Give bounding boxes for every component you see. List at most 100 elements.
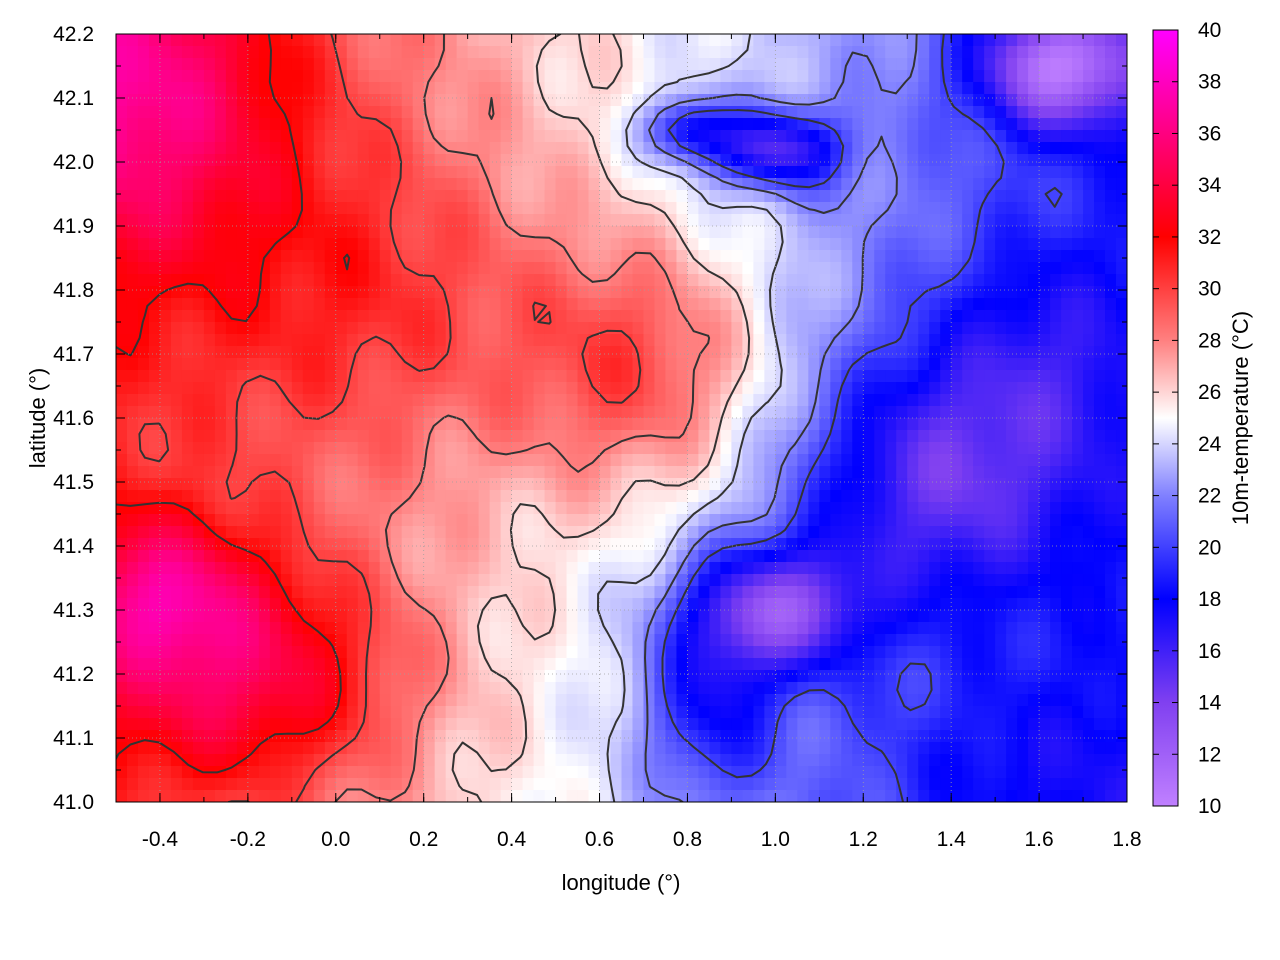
heatmap-cell bbox=[1028, 514, 1040, 527]
heatmap-cell bbox=[808, 154, 820, 167]
heatmap-cell bbox=[423, 394, 436, 407]
heatmap-cell bbox=[280, 610, 293, 623]
heatmap-cell bbox=[1116, 478, 1127, 491]
heatmap-cell bbox=[159, 454, 172, 467]
heatmap-cell bbox=[357, 370, 370, 383]
heatmap-cell bbox=[1050, 358, 1062, 371]
heatmap-cell bbox=[313, 70, 326, 83]
heatmap-cell bbox=[654, 670, 667, 683]
heatmap-cell bbox=[995, 370, 1007, 383]
heatmap-cell bbox=[786, 346, 798, 359]
heatmap-cell bbox=[918, 382, 930, 395]
heatmap-cell bbox=[819, 94, 831, 107]
heatmap-cell bbox=[126, 430, 139, 443]
heatmap-cell bbox=[148, 334, 161, 347]
heatmap-cell bbox=[599, 358, 612, 371]
heatmap-cell bbox=[709, 418, 721, 431]
heatmap-cell bbox=[753, 430, 765, 443]
heatmap-cell bbox=[599, 334, 612, 347]
heatmap-cell bbox=[1116, 598, 1127, 611]
heatmap-cell bbox=[522, 586, 535, 599]
heatmap-cell bbox=[511, 634, 524, 647]
heatmap-cell bbox=[1094, 406, 1106, 419]
heatmap-cell bbox=[489, 466, 502, 479]
heatmap-cell bbox=[797, 622, 809, 635]
heatmap-cell bbox=[137, 34, 150, 47]
heatmap-cell bbox=[148, 514, 161, 527]
heatmap-cell bbox=[720, 574, 732, 587]
heatmap-cell bbox=[885, 634, 897, 647]
heatmap-cell bbox=[764, 454, 776, 467]
heatmap-cell bbox=[951, 550, 963, 563]
heatmap-cell bbox=[764, 106, 776, 119]
heatmap-cell bbox=[852, 130, 864, 143]
heatmap-cell bbox=[654, 202, 667, 215]
heatmap-cell bbox=[544, 106, 557, 119]
heatmap-cell bbox=[1017, 82, 1029, 95]
heatmap-cell bbox=[500, 502, 513, 515]
heatmap-cell bbox=[313, 214, 326, 227]
heatmap-cell bbox=[302, 370, 315, 383]
heatmap-cell bbox=[1006, 274, 1018, 287]
heatmap-cell bbox=[1006, 514, 1018, 527]
heatmap-cell bbox=[918, 250, 930, 263]
heatmap-cell bbox=[797, 382, 809, 395]
heatmap-cell bbox=[137, 358, 150, 371]
heatmap-cell bbox=[753, 298, 765, 311]
heatmap-cell bbox=[544, 142, 557, 155]
heatmap-cell bbox=[357, 202, 370, 215]
heatmap-cell bbox=[863, 250, 875, 263]
heatmap-cell bbox=[445, 154, 458, 167]
heatmap-cell bbox=[456, 298, 469, 311]
heatmap-cell bbox=[412, 106, 425, 119]
heatmap-cell bbox=[116, 274, 128, 287]
heatmap-cell bbox=[687, 430, 700, 443]
heatmap-cell bbox=[225, 70, 238, 83]
heatmap-cell bbox=[643, 382, 656, 395]
heatmap-cell bbox=[918, 70, 930, 83]
heatmap-cell bbox=[1072, 658, 1084, 671]
heatmap-cell bbox=[412, 670, 425, 683]
heatmap-cell bbox=[467, 202, 480, 215]
heatmap-cell bbox=[940, 502, 952, 515]
heatmap-cell bbox=[577, 358, 590, 371]
heatmap-cell bbox=[390, 574, 403, 587]
heatmap-cell bbox=[1072, 202, 1084, 215]
heatmap-cell bbox=[1083, 454, 1095, 467]
heatmap-cell bbox=[940, 166, 952, 179]
heatmap-cell bbox=[797, 538, 809, 551]
heatmap-cell bbox=[973, 166, 985, 179]
heatmap-cell bbox=[478, 118, 491, 131]
heatmap-cell bbox=[896, 622, 908, 635]
heatmap-cell bbox=[709, 406, 721, 419]
heatmap-cell bbox=[962, 550, 974, 563]
heatmap-cell bbox=[973, 178, 985, 191]
heatmap-cell bbox=[522, 214, 535, 227]
heatmap-cell bbox=[522, 610, 535, 623]
heatmap-cell bbox=[511, 430, 524, 443]
heatmap-cell bbox=[1105, 586, 1117, 599]
heatmap-cell bbox=[1050, 142, 1062, 155]
heatmap-cell bbox=[357, 514, 370, 527]
heatmap-cell bbox=[1050, 370, 1062, 383]
heatmap-cell bbox=[423, 34, 436, 47]
heatmap-cell bbox=[775, 214, 787, 227]
heatmap-cell bbox=[555, 550, 568, 563]
heatmap-cell bbox=[500, 334, 513, 347]
heatmap-cell bbox=[313, 178, 326, 191]
heatmap-cell bbox=[324, 358, 337, 371]
heatmap-cell bbox=[1039, 214, 1051, 227]
heatmap-cell bbox=[753, 322, 765, 335]
heatmap-cell bbox=[357, 34, 370, 47]
heatmap-cell bbox=[269, 562, 282, 575]
heatmap-cell bbox=[643, 274, 656, 287]
heatmap-cell bbox=[412, 658, 425, 671]
heatmap-cell bbox=[489, 358, 502, 371]
heatmap-cell bbox=[291, 358, 304, 371]
heatmap-cell bbox=[489, 274, 502, 287]
heatmap-cell bbox=[423, 562, 436, 575]
heatmap-cell bbox=[665, 538, 678, 551]
heatmap-cell bbox=[511, 394, 524, 407]
heatmap-cell bbox=[368, 610, 381, 623]
heatmap-cell bbox=[1039, 442, 1051, 455]
